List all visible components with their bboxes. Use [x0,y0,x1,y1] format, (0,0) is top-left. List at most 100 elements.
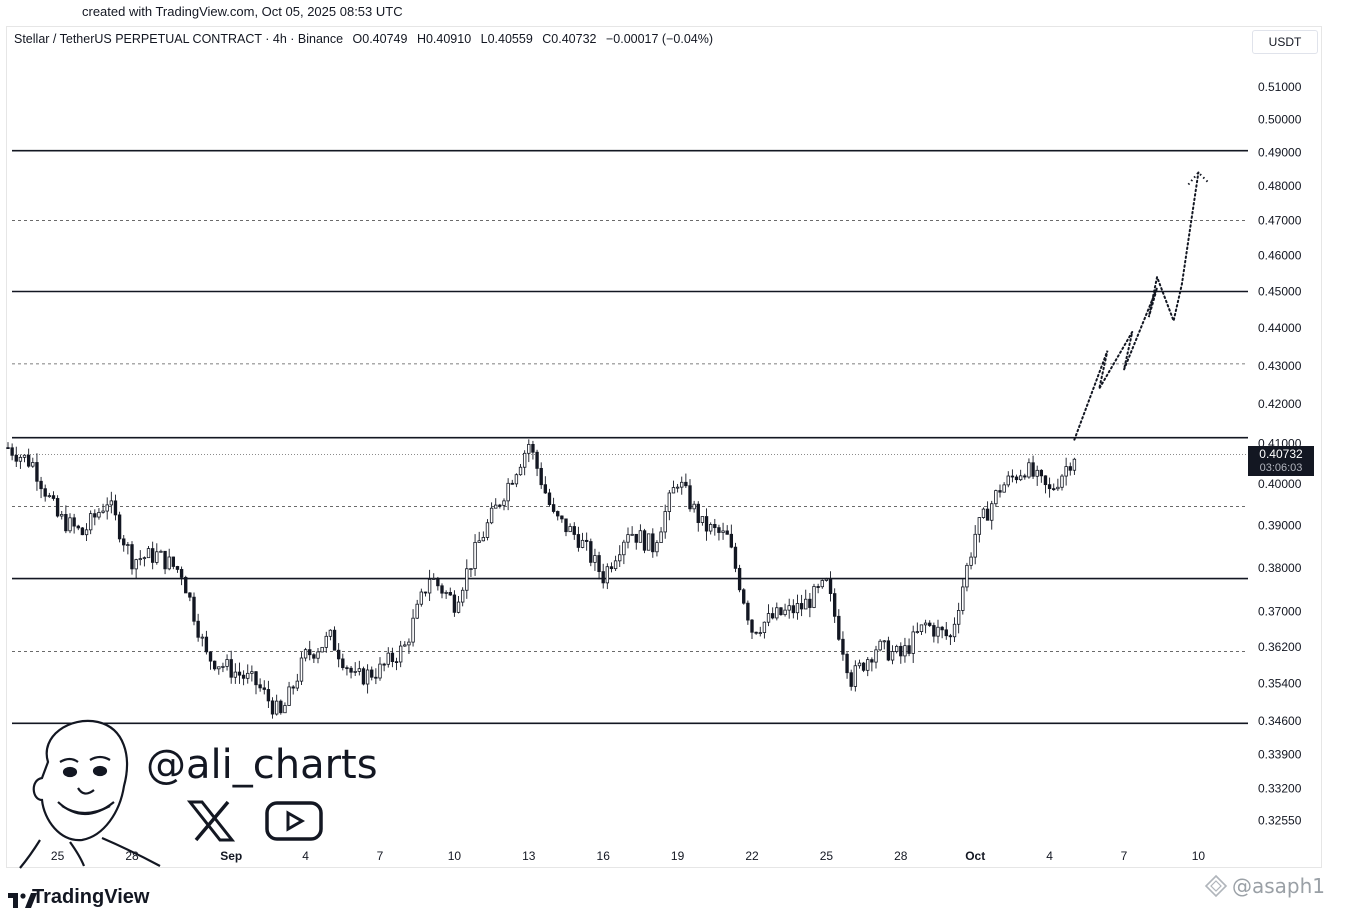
candle [88,510,93,535]
candle [568,523,572,533]
candle [419,588,424,607]
candle [626,527,630,549]
candle [1027,458,1031,479]
candle [680,476,684,495]
last-price-badge: 0.40732 03:06:03 [1248,446,1314,476]
x-tick-label: Sep [220,849,242,863]
candle [212,660,217,671]
candle [692,500,696,513]
candle [543,476,548,494]
candle [200,633,204,647]
candle [328,629,333,641]
candle [936,619,940,644]
x-tick-label: 28 [894,849,908,863]
candle [142,556,147,567]
candle [246,664,250,684]
candle [857,659,862,669]
candle [320,646,324,653]
candle [510,479,514,485]
x-tick-label: 16 [597,849,611,863]
candle [485,519,490,541]
candle [597,551,601,580]
candle [31,457,35,468]
y-tick-label: 0.44000 [1258,321,1302,335]
y-tick-label: 0.49000 [1258,145,1302,159]
candle [787,598,791,619]
candle [828,571,833,602]
candle-countdown: 03:06:03 [1259,462,1303,474]
candle [560,515,564,523]
candle [1018,469,1023,482]
candle [816,583,820,594]
candle [1035,465,1039,486]
y-tick-label: 0.48000 [1258,179,1302,193]
candle [651,528,655,558]
candle [923,619,928,634]
candle [444,590,448,599]
last-price-value: 0.40732 [1259,447,1303,461]
candle [349,665,353,679]
x-logo-icon[interactable] [186,800,236,842]
candle [105,497,109,520]
y-tick-label: 0.33200 [1258,781,1302,795]
candle [729,524,734,549]
candle [341,653,345,671]
candle [622,539,626,565]
candle [295,673,300,692]
candle [928,620,932,628]
symbol-label[interactable]: Stellar / TetherUS PERPETUAL CONTRACT · … [14,32,344,46]
candle [551,497,556,514]
candle [370,666,374,681]
candle [221,662,225,673]
candle [514,473,519,488]
high-value: H0.40910 [416,32,472,46]
corner-watermark: @asaph1 [1232,874,1326,898]
candle [564,518,568,537]
candle [866,656,870,677]
candle [878,639,882,652]
candle [696,501,700,532]
candle [737,564,742,593]
candle [671,480,676,494]
tradingview-logo-icon [8,893,37,908]
candle [502,498,506,511]
candle [279,699,283,715]
x-tick-label: 10 [1192,849,1206,863]
x-tick-label: 19 [671,849,685,863]
candle [985,501,990,521]
y-tick-label: 0.33900 [1258,747,1302,761]
candle [270,697,275,719]
candle [899,642,903,664]
tradingview-logo[interactable]: TradingView [32,886,149,909]
candle [742,588,746,605]
avatar-illustration [19,719,161,869]
candle [944,622,948,640]
x-tick-label: 25 [51,849,65,863]
candle [1056,478,1060,491]
candles [6,439,1077,719]
candle [460,587,465,607]
candle [192,592,196,626]
candle [837,609,841,641]
youtube-icon[interactable] [265,801,323,841]
candle [1043,475,1048,494]
candle [316,648,320,664]
y-tick-label: 0.34600 [1258,714,1302,728]
candle [378,657,382,681]
candle [725,525,729,535]
candle [332,626,337,651]
candle [382,662,386,672]
candle [1023,473,1027,480]
candle [159,549,163,553]
currency-unit-button[interactable]: USDT [1252,30,1318,54]
candle [287,681,291,706]
candle [762,621,767,639]
projection-path [1073,171,1210,441]
created-with-caption: created with TradingView.com, Oct 05, 20… [82,4,403,19]
y-tick-label: 0.50000 [1258,112,1302,126]
candle [22,454,27,463]
author-handle: @ali_charts [146,742,378,788]
candle [489,502,494,525]
candle [907,638,911,657]
